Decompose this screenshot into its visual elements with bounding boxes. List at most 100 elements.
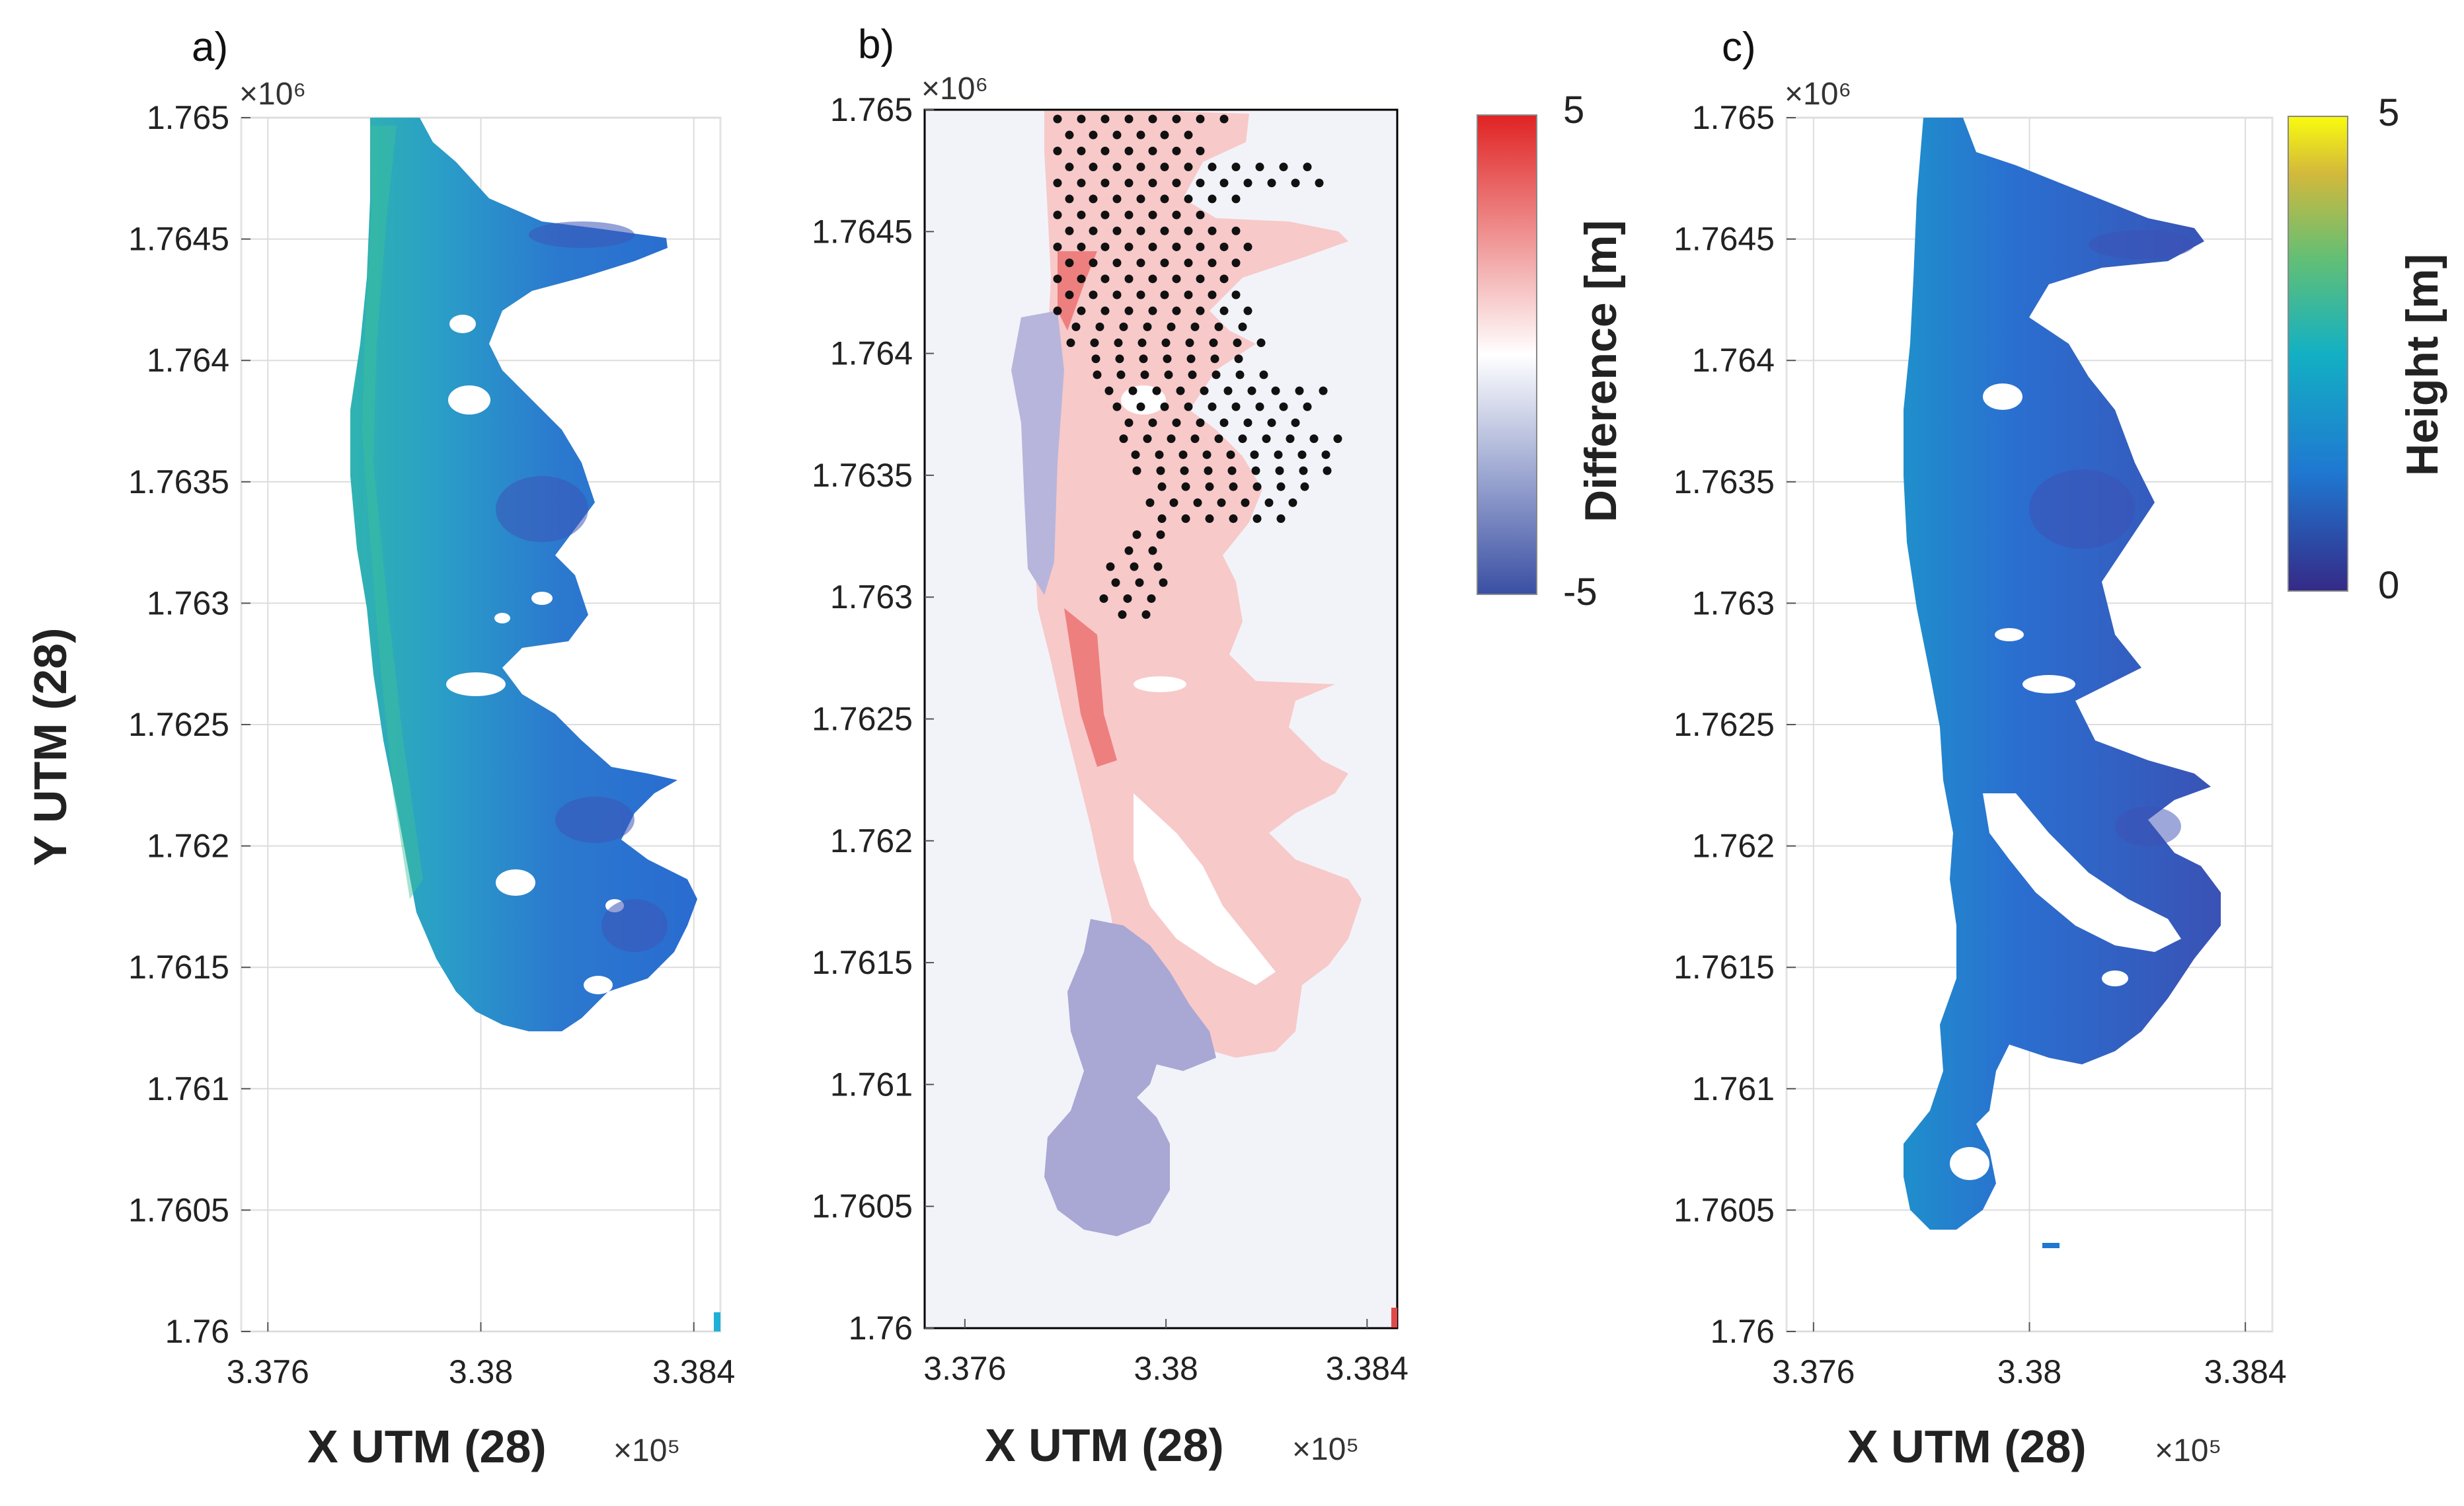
sample-point bbox=[1089, 163, 1098, 172]
sample-point bbox=[1100, 274, 1110, 284]
panel-c-colorbar bbox=[2288, 116, 2348, 592]
sample-point bbox=[1099, 594, 1108, 603]
sample-point bbox=[1130, 562, 1139, 571]
x-tick-label: 3.384 bbox=[2204, 1353, 2287, 1390]
sample-point bbox=[1267, 178, 1276, 188]
sample-point bbox=[1145, 498, 1155, 507]
sample-point bbox=[1155, 450, 1164, 459]
sample-point bbox=[1148, 178, 1157, 188]
sample-point bbox=[1143, 434, 1152, 444]
sample-point bbox=[1208, 258, 1217, 268]
sample-point bbox=[1172, 418, 1181, 427]
x-tick-label: 3.38 bbox=[449, 1353, 513, 1390]
panel-c-colorbar-max: 5 bbox=[2378, 91, 2399, 134]
sample-point bbox=[1243, 242, 1252, 251]
y-tick-label: 1.761 bbox=[1692, 1070, 1775, 1107]
sample-point bbox=[1196, 146, 1205, 155]
sample-point bbox=[1148, 210, 1157, 219]
sample-point bbox=[1209, 338, 1218, 348]
y-tick-label: 1.763 bbox=[1692, 584, 1775, 621]
sample-point bbox=[1212, 370, 1221, 379]
sample-point bbox=[1181, 514, 1190, 524]
sample-point bbox=[1315, 178, 1324, 188]
sample-point bbox=[1071, 322, 1081, 331]
sample-point bbox=[1227, 466, 1237, 475]
sample-point bbox=[1250, 450, 1259, 459]
y-tick-label: 1.7645 bbox=[128, 221, 229, 258]
sample-point bbox=[1196, 178, 1205, 188]
sample-point bbox=[1160, 194, 1169, 204]
panel-a-x-label: X UTM (28) bbox=[307, 1421, 547, 1472]
sample-point bbox=[1066, 338, 1075, 348]
sample-point bbox=[1208, 163, 1217, 172]
y-tick-label: 1.7625 bbox=[812, 701, 913, 738]
sample-point bbox=[1196, 210, 1205, 219]
sample-point bbox=[1172, 274, 1181, 284]
sample-point bbox=[1279, 402, 1288, 411]
sample-point bbox=[1160, 130, 1169, 139]
sample-point bbox=[1128, 386, 1137, 395]
sample-point bbox=[1252, 514, 1262, 524]
sample-point bbox=[1077, 114, 1086, 124]
sample-point bbox=[1243, 418, 1252, 427]
sample-point bbox=[1231, 258, 1241, 268]
panel-a-x-ticks: 3.376 3.38 3.384 bbox=[227, 1322, 735, 1390]
sample-point bbox=[1157, 482, 1167, 491]
panel-a-y-exponent: ×10⁶ bbox=[239, 77, 306, 112]
sample-point bbox=[1053, 306, 1062, 315]
sample-point bbox=[1231, 163, 1241, 172]
sample-point bbox=[1219, 274, 1229, 284]
panel-b-sample-points bbox=[1053, 114, 1342, 619]
sample-point bbox=[1160, 163, 1169, 172]
y-tick-label: 1.7645 bbox=[812, 213, 913, 250]
y-tick-label: 1.76 bbox=[1711, 1313, 1775, 1350]
sample-point bbox=[1139, 354, 1148, 364]
sample-point bbox=[1309, 434, 1319, 444]
sample-point bbox=[1124, 178, 1134, 188]
sample-point bbox=[1200, 386, 1209, 395]
panel-b-x-label: X UTM (28) bbox=[985, 1419, 1224, 1471]
panel-a-corner-patch bbox=[714, 1312, 720, 1331]
sample-point bbox=[1231, 226, 1241, 235]
y-tick-label: 1.7605 bbox=[128, 1191, 229, 1228]
panel-c: c) ×10⁶ 1.76 1.7605 1.761 1.7615 1.762 1.7625… bbox=[1674, 24, 2447, 1472]
y-tick-label: 1.764 bbox=[1692, 342, 1775, 379]
panel-a-low-zones bbox=[496, 221, 668, 952]
sample-point bbox=[1118, 610, 1127, 619]
sample-point bbox=[1053, 210, 1062, 219]
sample-point bbox=[1119, 322, 1128, 331]
sample-point bbox=[1300, 482, 1309, 491]
sample-point bbox=[1214, 322, 1223, 331]
y-tick-label: 1.7645 bbox=[1674, 221, 1775, 258]
sample-point bbox=[1190, 434, 1200, 444]
y-tick-label: 1.76 bbox=[849, 1310, 913, 1347]
sample-point bbox=[1172, 210, 1181, 219]
sample-point bbox=[1241, 498, 1250, 507]
sample-point bbox=[1111, 578, 1120, 587]
sample-point bbox=[1089, 194, 1098, 204]
sample-point bbox=[1124, 306, 1134, 315]
y-tick-label: 1.763 bbox=[830, 578, 913, 615]
sample-point bbox=[1112, 194, 1122, 204]
sample-point bbox=[1100, 210, 1110, 219]
sample-point bbox=[1208, 402, 1217, 411]
y-tick-label: 1.7605 bbox=[1674, 1191, 1775, 1228]
panel-b-colorbar-label: Difference [m] bbox=[1576, 220, 1626, 522]
sample-point bbox=[1219, 242, 1229, 251]
sample-point bbox=[1140, 370, 1149, 379]
sample-point bbox=[1124, 146, 1134, 155]
sample-point bbox=[1210, 354, 1219, 364]
x-tick-label: 3.384 bbox=[652, 1353, 735, 1390]
sample-point bbox=[1124, 274, 1134, 284]
panel-b-colorbar bbox=[1477, 114, 1537, 595]
sample-point bbox=[1153, 562, 1163, 571]
sample-point bbox=[1295, 386, 1304, 395]
sample-point bbox=[1319, 386, 1328, 395]
y-tick-label: 1.761 bbox=[830, 1066, 913, 1103]
y-tick-label: 1.7615 bbox=[812, 944, 913, 981]
sample-point bbox=[1123, 594, 1132, 603]
panel-b-y-exponent: ×10⁶ bbox=[921, 71, 988, 106]
sample-point bbox=[1323, 466, 1332, 475]
y-tick-label: 1.76 bbox=[165, 1313, 229, 1350]
